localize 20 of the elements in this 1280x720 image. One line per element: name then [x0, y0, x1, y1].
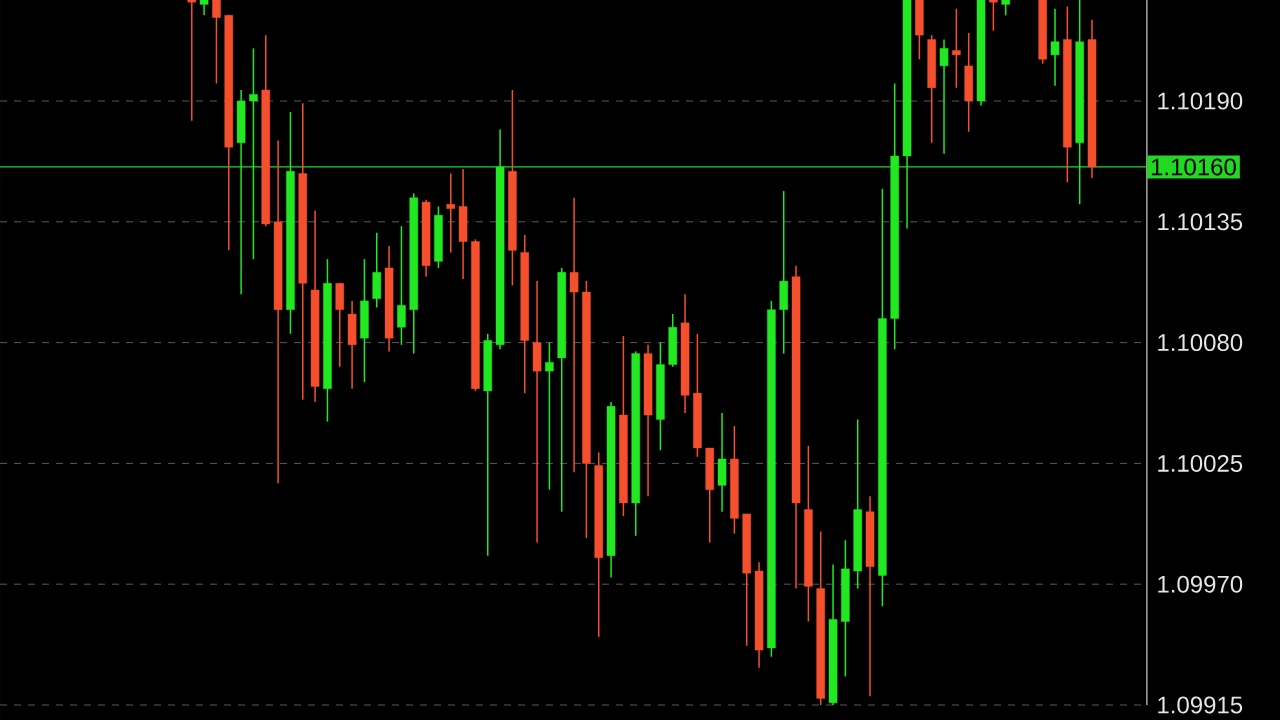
candlestick: [249, 47, 258, 260]
y-tick-label: 1.10080: [1158, 334, 1243, 352]
candlestick: [199, 0, 209, 17]
candlestick: [545, 341, 554, 491]
candlestick: [397, 225, 406, 346]
y-tick-label: 1.09915: [1158, 696, 1243, 714]
y-tick-label: 1.10190: [1158, 92, 1243, 110]
y-tick-label: 1.09970: [1158, 575, 1243, 593]
y-tick-label: 1.10025: [1158, 454, 1243, 472]
candlestick: [446, 172, 456, 254]
candlestick: [939, 38, 949, 155]
candlestick: [989, 0, 998, 32]
candlestick: [569, 196, 579, 473]
candlestick: [532, 280, 542, 544]
candlestick: [1050, 8, 1060, 87]
y-tick-label: 1.10135: [1158, 213, 1243, 231]
ref-line-label: 1.10160: [1151, 158, 1236, 176]
candlestick: [212, 0, 221, 85]
candlestick: [952, 8, 961, 89]
candlestick: [187, 0, 197, 122]
